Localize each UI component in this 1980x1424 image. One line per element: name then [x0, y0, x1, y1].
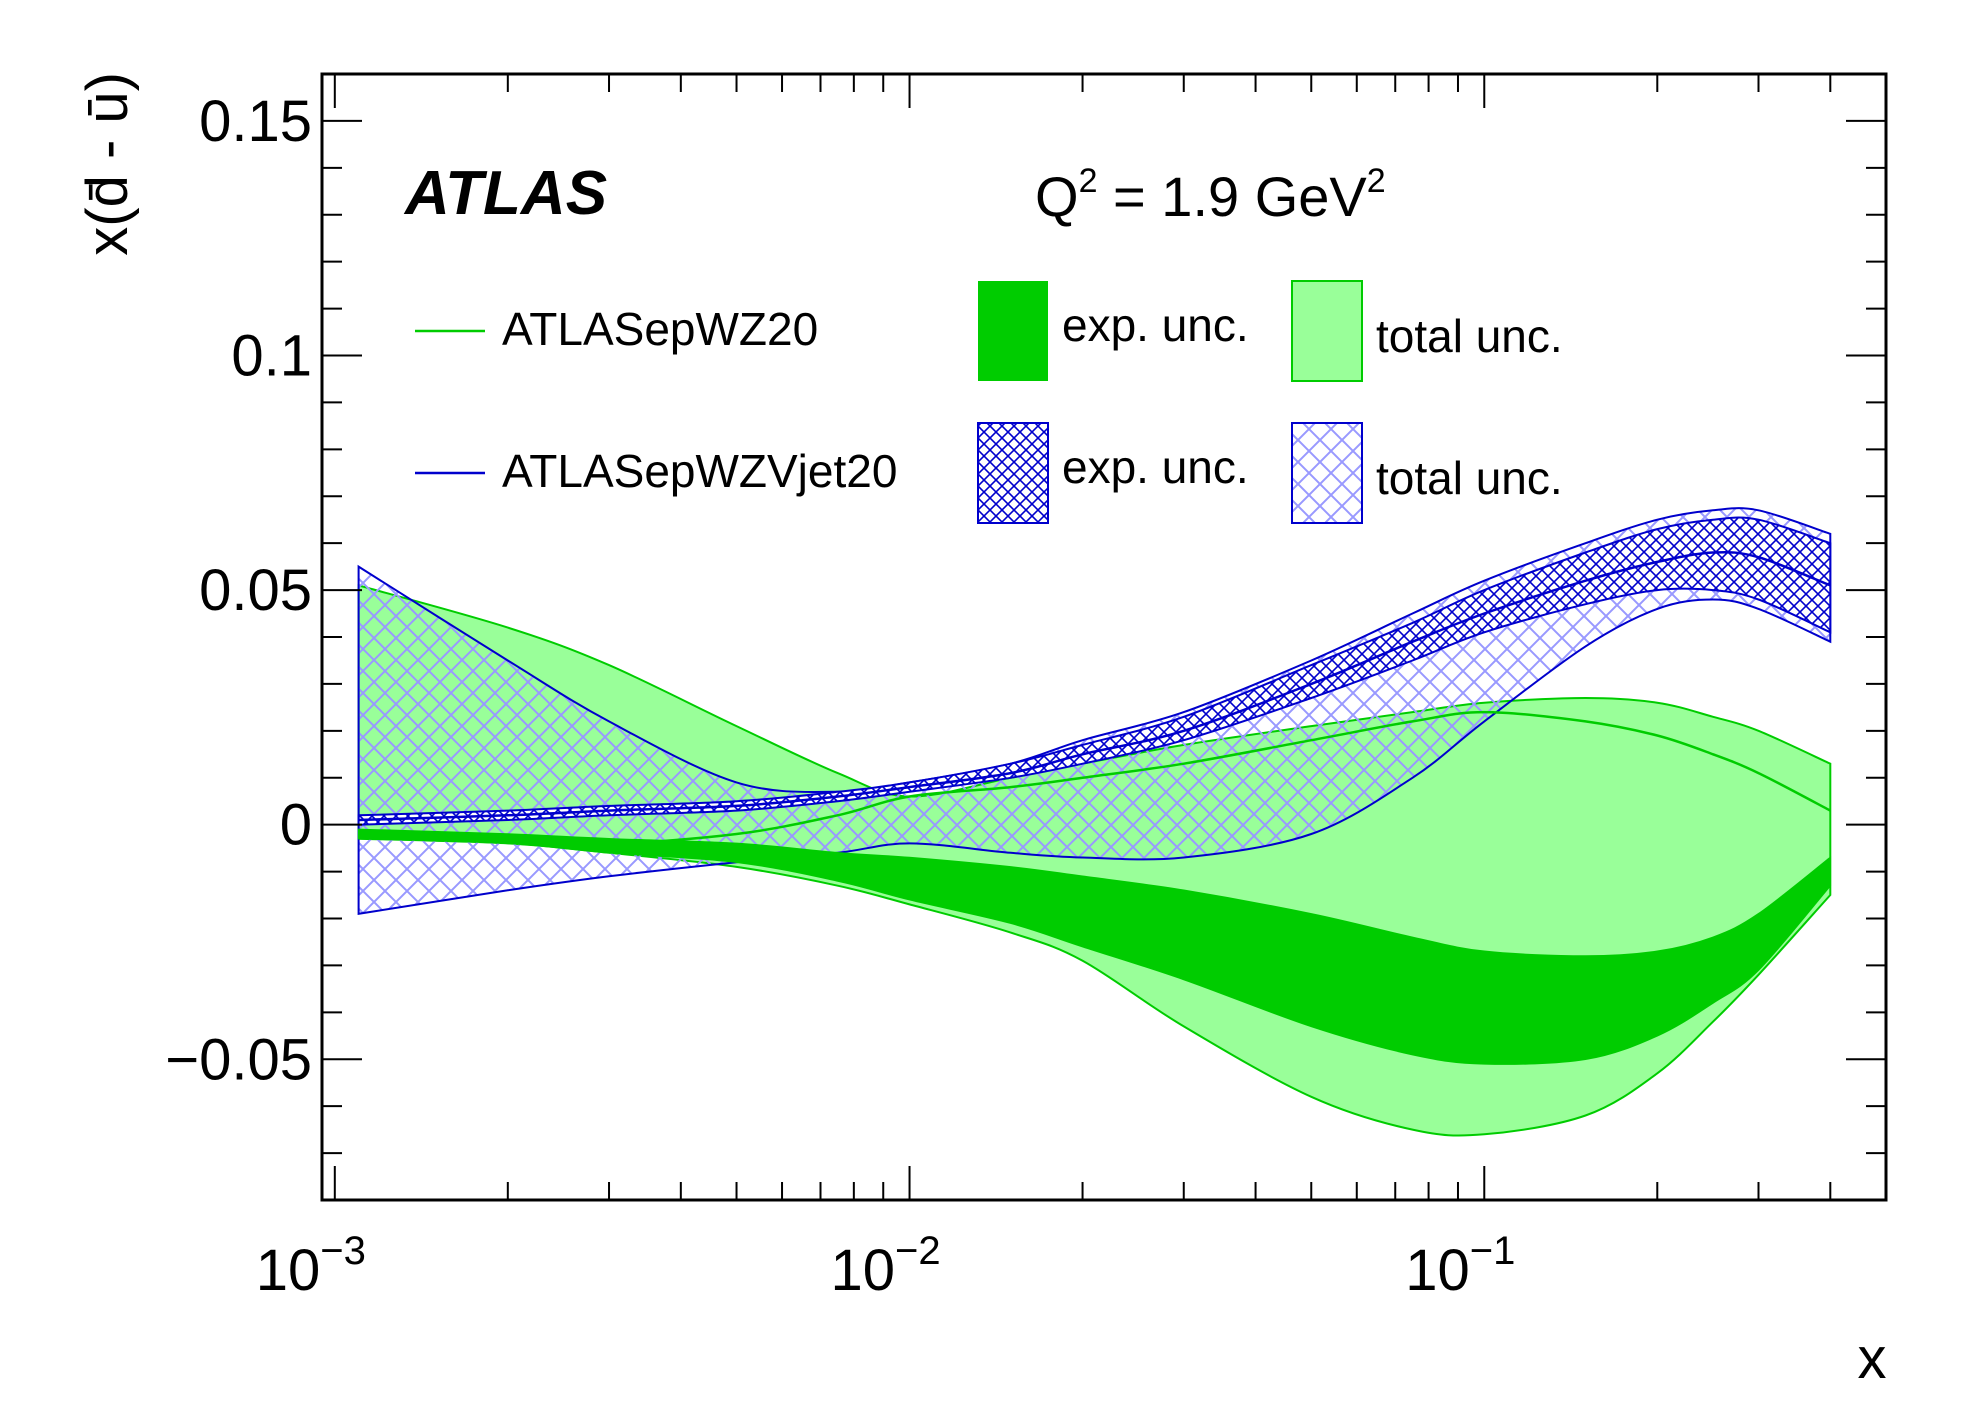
y-tick-label: 0.1 — [231, 324, 312, 389]
legend-entry-blue-exp: exp. unc. — [977, 422, 1249, 524]
x-tick-label: 10−2 — [830, 1229, 940, 1303]
legend-label: ATLASepWZVjet20 — [502, 445, 897, 497]
legend: ATLASepWZ20 ATLASepWZVjet20 exp. unc. to… — [415, 280, 1563, 524]
plot-content — [357, 507, 1832, 1137]
legend-swatch-green-total — [1291, 280, 1363, 382]
experiment-label: ATLAS — [403, 159, 607, 228]
legend-label: exp. unc. — [1062, 299, 1249, 351]
tick-labels: 0.15 0.1 0.05 0 −0.05 10−3 10−2 10−1 — [165, 89, 1515, 1303]
legend-entry-green-total: total unc. — [1291, 280, 1563, 382]
scale-label: Q2 = 1.9 GeV2 — [1035, 162, 1386, 228]
legend-entry-atlasepwz20: ATLASepWZ20 — [415, 303, 818, 355]
y-tick-label: 0 — [280, 793, 312, 858]
legend-label: ATLASepWZ20 — [502, 303, 818, 355]
y-tick-label: −0.05 — [165, 1027, 312, 1092]
axis-ticks — [322, 73, 1887, 1201]
x-axis-title: x — [1858, 1326, 1887, 1391]
x-tick-label: 10−1 — [1405, 1229, 1515, 1303]
legend-entry-atlasepwzvjet20: ATLASepWZVjet20 — [415, 445, 897, 497]
legend-label: total unc. — [1376, 452, 1563, 504]
legend-swatch-blue-total — [1291, 422, 1363, 524]
band-atlasepwzvjet20-exp — [357, 516, 1832, 826]
legend-label: total unc. — [1376, 310, 1563, 362]
legend-entry-blue-total: total unc. — [1291, 422, 1563, 524]
line-atlasepwz20-central — [358, 710, 1831, 845]
x-tick-label: 10−3 — [256, 1229, 366, 1303]
legend-swatch-green-exp — [978, 281, 1048, 381]
line-atlasepwzvjet20-central — [358, 550, 1831, 822]
y-tick-label: 0.15 — [199, 89, 312, 154]
y-tick-label: 0.05 — [199, 558, 312, 623]
legend-label: exp. unc. — [1062, 441, 1249, 493]
legend-entry-green-exp: exp. unc. — [978, 281, 1249, 381]
band-atlasepwz20-exp — [357, 828, 1832, 1065]
y-axis-title: x(d̄ - ū) — [75, 72, 140, 256]
legend-swatch-blue-exp — [977, 422, 1049, 524]
